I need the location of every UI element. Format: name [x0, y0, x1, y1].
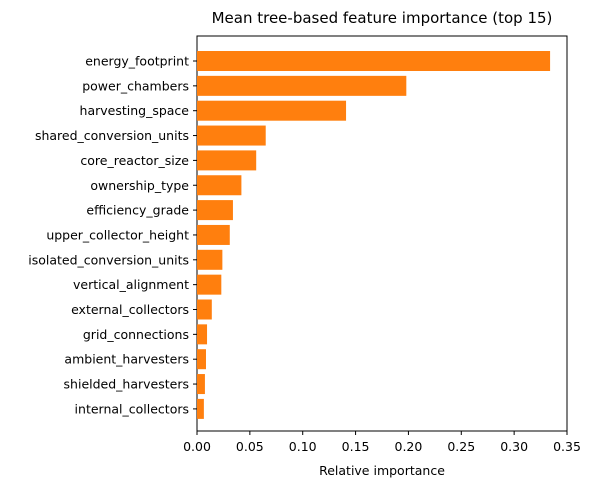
x-tick-label: 0.00 — [183, 439, 211, 454]
y-tick-label: external_collectors — [71, 302, 189, 317]
x-tick-label: 0.30 — [500, 439, 528, 454]
bar-shielded-harvesters — [197, 374, 205, 395]
bar-ambient-harvesters — [197, 349, 206, 370]
bar-shared-conversion-units — [197, 125, 266, 146]
x-tick-label: 0.25 — [447, 439, 475, 454]
y-tick-label: vertical_alignment — [73, 277, 189, 292]
y-tick-label: core_reactor_size — [80, 153, 189, 168]
chart-title: Mean tree-based feature importance (top … — [212, 9, 553, 27]
y-tick-label: shared_conversion_units — [35, 128, 189, 143]
y-tick-label: upper_collector_height — [46, 227, 189, 242]
y-tick-label: ambient_harvesters — [64, 352, 189, 367]
x-tick-label: 0.10 — [289, 439, 317, 454]
y-tick-label: ownership_type — [90, 178, 189, 193]
bar-external-collectors — [197, 299, 212, 320]
bar-efficiency-grade — [197, 200, 233, 221]
x-axis-label: Relative importance — [319, 463, 445, 478]
x-tick-label: 0.05 — [236, 439, 264, 454]
bar-energy-footprint — [197, 51, 551, 71]
x-tick-label: 0.35 — [553, 439, 581, 454]
y-tick-label: shielded_harvesters — [64, 377, 189, 392]
y-tick-label: power_chambers — [82, 78, 189, 93]
bar-grid-connections — [197, 324, 208, 345]
bar-isolated-conversion-units — [197, 249, 223, 270]
x-axis-ticks: 0.00 0.05 0.10 0.15 0.20 0.25 0.30 0.35 — [183, 431, 581, 454]
bar-power-chambers — [197, 75, 407, 96]
bar-internal-collectors — [197, 398, 204, 419]
x-tick-label: 0.20 — [395, 439, 423, 454]
y-tick-label: isolated_conversion_units — [28, 252, 189, 267]
y-tick-label: efficiency_grade — [86, 203, 189, 218]
y-tick-label: internal_collectors — [75, 401, 189, 416]
y-tick-label: grid_connections — [83, 327, 189, 342]
bar-ownership-type — [197, 175, 242, 196]
category-labels: energy_footprint power_chambers harvesting… — [28, 54, 197, 416]
y-tick-label: energy_footprint — [85, 54, 189, 69]
y-tick-label: harvesting_space — [80, 103, 190, 118]
bar-upper-collector-height — [197, 224, 230, 245]
bar-core-reactor-size — [197, 150, 257, 171]
bar-harvesting-space — [197, 100, 347, 121]
x-tick-label: 0.15 — [342, 439, 370, 454]
bar-vertical-alignment — [197, 274, 222, 295]
bar-group — [197, 51, 551, 419]
